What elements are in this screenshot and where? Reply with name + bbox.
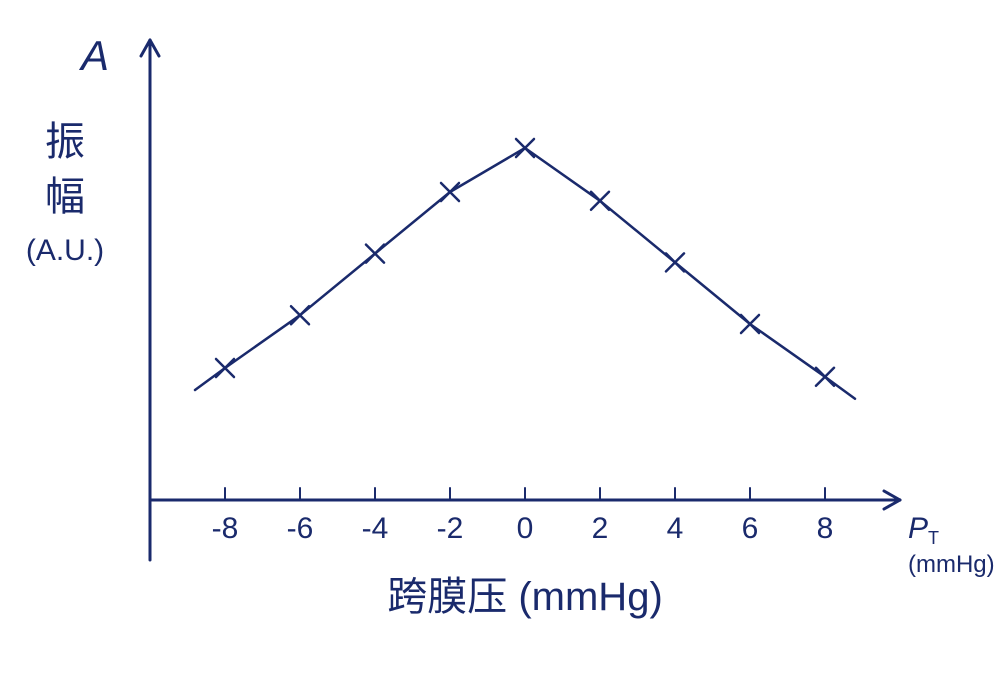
x-tick-label: 6 [742,512,759,545]
x-tick-label: 0 [517,512,534,545]
y-label-line1: 振 [45,120,85,164]
data-marker [516,139,534,157]
x-tick-label: -2 [437,512,464,545]
x-tick-label: 8 [817,512,834,545]
chart-svg: -8 -6 -4 -2 0 2 4 6 8 A振幅 (A.U.) PT (mmHg) 跨膜压 (mmHg) [0,0,1000,681]
x-tick-label: 2 [592,512,609,545]
data-marker [741,315,759,333]
x-axis-title: 跨膜压 (mmHg) [387,575,663,619]
data-marker [591,192,609,210]
x-tick-label: 4 [667,512,684,545]
x-tick-label: -8 [212,512,239,545]
x-axis-unit-label: PT [908,512,939,548]
data-marker [816,368,834,386]
data-marker [666,253,684,271]
y-axis-letter: A [78,32,109,79]
x-axis-unit-suffix: (mmHg) [908,551,995,578]
data-marker [291,306,309,324]
y-label-line2: 幅 [45,175,85,219]
x-tick-label: -6 [287,512,314,545]
data-marker [216,359,234,377]
data-line [195,148,855,399]
y-label-units: (A.U.) [26,234,104,267]
chart-container: -8 -6 -4 -2 0 2 4 6 8 A振幅 (A.U.) PT (mmHg) 跨膜压 (mmHg) [0,0,1000,681]
x-tick-label: -4 [362,512,389,545]
data-marker [441,183,459,201]
data-marker [366,245,384,263]
